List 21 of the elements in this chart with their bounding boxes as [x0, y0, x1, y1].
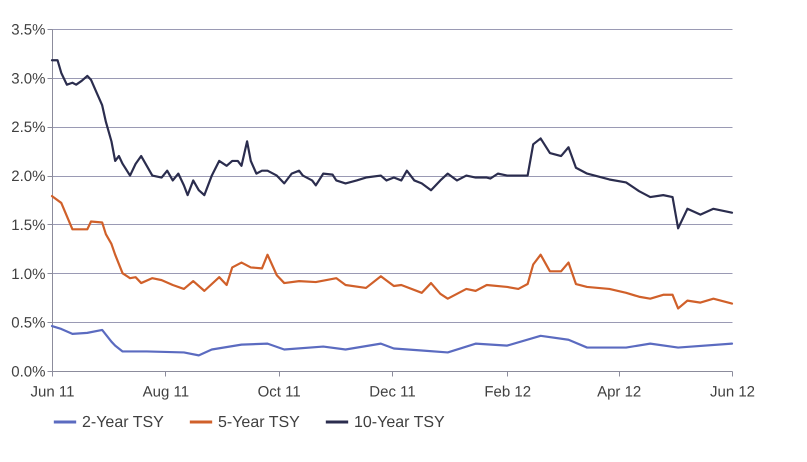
line-series [50, 194, 734, 310]
x-tick-label: Aug 11 [142, 384, 190, 400]
legend-label: 10-Year TSY [354, 414, 446, 431]
x-tick-label: Apr 12 [597, 384, 642, 400]
x-tick-label: Oct 11 [258, 384, 301, 400]
x-tick-label: Jun 12 [710, 384, 756, 400]
legend-label: 5-Year TSY [218, 414, 300, 431]
y-tick-label: 0.0% [11, 364, 46, 380]
legend-label: 2-Year TSY [82, 414, 164, 431]
y-tick-label: 3.0% [11, 70, 46, 88]
x-tick-label: Dec 11 [369, 384, 416, 400]
y-tick-label: 1.5% [11, 216, 46, 234]
line-series [50, 324, 734, 356]
y-tick-label: 2.0% [11, 168, 46, 186]
y-tick-label: 0.5% [11, 314, 46, 332]
x-tick-label: Feb 12 [484, 384, 532, 400]
line-series [50, 59, 734, 230]
x-tick-label: Jun 11 [30, 384, 74, 400]
y-tick-label: 3.5% [11, 22, 46, 38]
y-tick-label: 1.0% [11, 266, 46, 283]
y-tick-label: 2.5% [11, 119, 46, 136]
